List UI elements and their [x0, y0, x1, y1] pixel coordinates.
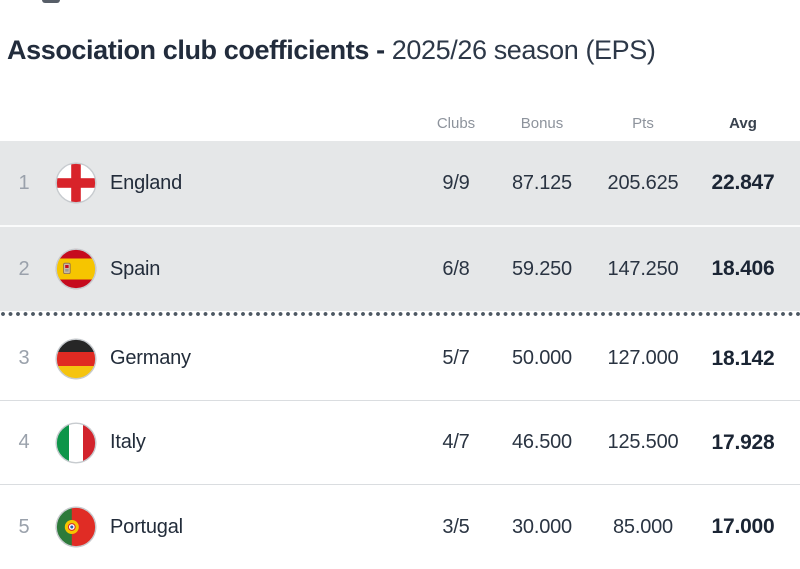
qualification-cutoff-dotted-line: [0, 311, 800, 317]
country-name: Spain: [110, 257, 161, 280]
header-bonus: Bonus: [520, 115, 564, 132]
header-avg: Avg: [729, 115, 757, 132]
table-body: 1 England 9/9 87.125 205.625 22.847 2 Sp…: [0, 141, 800, 569]
header-pts: Pts: [632, 115, 654, 132]
england-flag-icon: [55, 162, 97, 204]
highlight-row-divider: [0, 225, 800, 227]
italy-flag-icon: [55, 422, 97, 464]
rank-number: 5: [18, 515, 30, 538]
rank-number: 4: [18, 431, 30, 453]
avg-value: 18.142: [711, 346, 775, 370]
table-row[interactable]: 3 Germany 5/7 50.000 127.000 18.142: [0, 317, 800, 401]
avg-value: 17.928: [711, 430, 775, 454]
association-coefficients-page: Association club coefficients - 2025/26 …: [0, 0, 800, 548]
cropped-element-artifact: [42, 0, 60, 3]
country-name: Portugal: [110, 515, 183, 538]
bonus-value: 87.125: [512, 171, 572, 194]
avg-value: 18.406: [711, 257, 775, 280]
rank-number: 3: [18, 347, 30, 369]
table-header-row: Clubs Bonus Pts Avg: [0, 100, 800, 141]
portugal-flag-icon: [55, 506, 97, 548]
header-clubs: Clubs: [436, 115, 476, 132]
table-row[interactable]: 4 Italy 4/7 46.500 125.500 17.928: [0, 401, 800, 485]
spain-flag-icon: [55, 248, 97, 290]
pts-value: 125.500: [607, 431, 679, 453]
pts-value: 127.000: [607, 347, 679, 369]
country-name: Germany: [110, 347, 191, 369]
avg-value: 17.000: [711, 515, 775, 538]
table-row[interactable]: 2 Spain 6/8 59.250 147.250 18.406: [0, 227, 800, 311]
coefficients-table: Clubs Bonus Pts Avg 1 England 9/9 87.125…: [0, 100, 800, 569]
page-title: Association club coefficients - 2025/26 …: [7, 34, 656, 66]
bonus-value: 30.000: [512, 515, 572, 538]
avg-value: 22.847: [711, 171, 775, 194]
clubs-value: 5/7: [442, 347, 470, 369]
clubs-value: 3/5: [442, 515, 470, 538]
bonus-value: 46.500: [512, 431, 572, 453]
bonus-value: 59.250: [512, 257, 572, 280]
country-name: Italy: [110, 431, 146, 453]
country-name: England: [110, 171, 182, 194]
pts-value: 85.000: [613, 515, 673, 538]
germany-flag-icon: [55, 338, 97, 380]
page-title-season: 2025/26 season (EPS): [391, 35, 656, 65]
pts-value: 147.250: [607, 257, 679, 280]
clubs-value: 6/8: [442, 257, 470, 280]
table-row[interactable]: 1 England 9/9 87.125 205.625 22.847: [0, 141, 800, 225]
clubs-value: 9/9: [442, 171, 470, 194]
clubs-value: 4/7: [442, 431, 470, 453]
pts-value: 205.625: [607, 171, 679, 194]
rank-number: 2: [18, 257, 30, 280]
bonus-value: 50.000: [512, 347, 572, 369]
rank-number: 1: [18, 171, 30, 194]
table-row[interactable]: 5 Portugal 3/5 30.000 85.000 17.000: [0, 485, 800, 569]
page-title-main: Association club coefficients -: [7, 35, 385, 65]
